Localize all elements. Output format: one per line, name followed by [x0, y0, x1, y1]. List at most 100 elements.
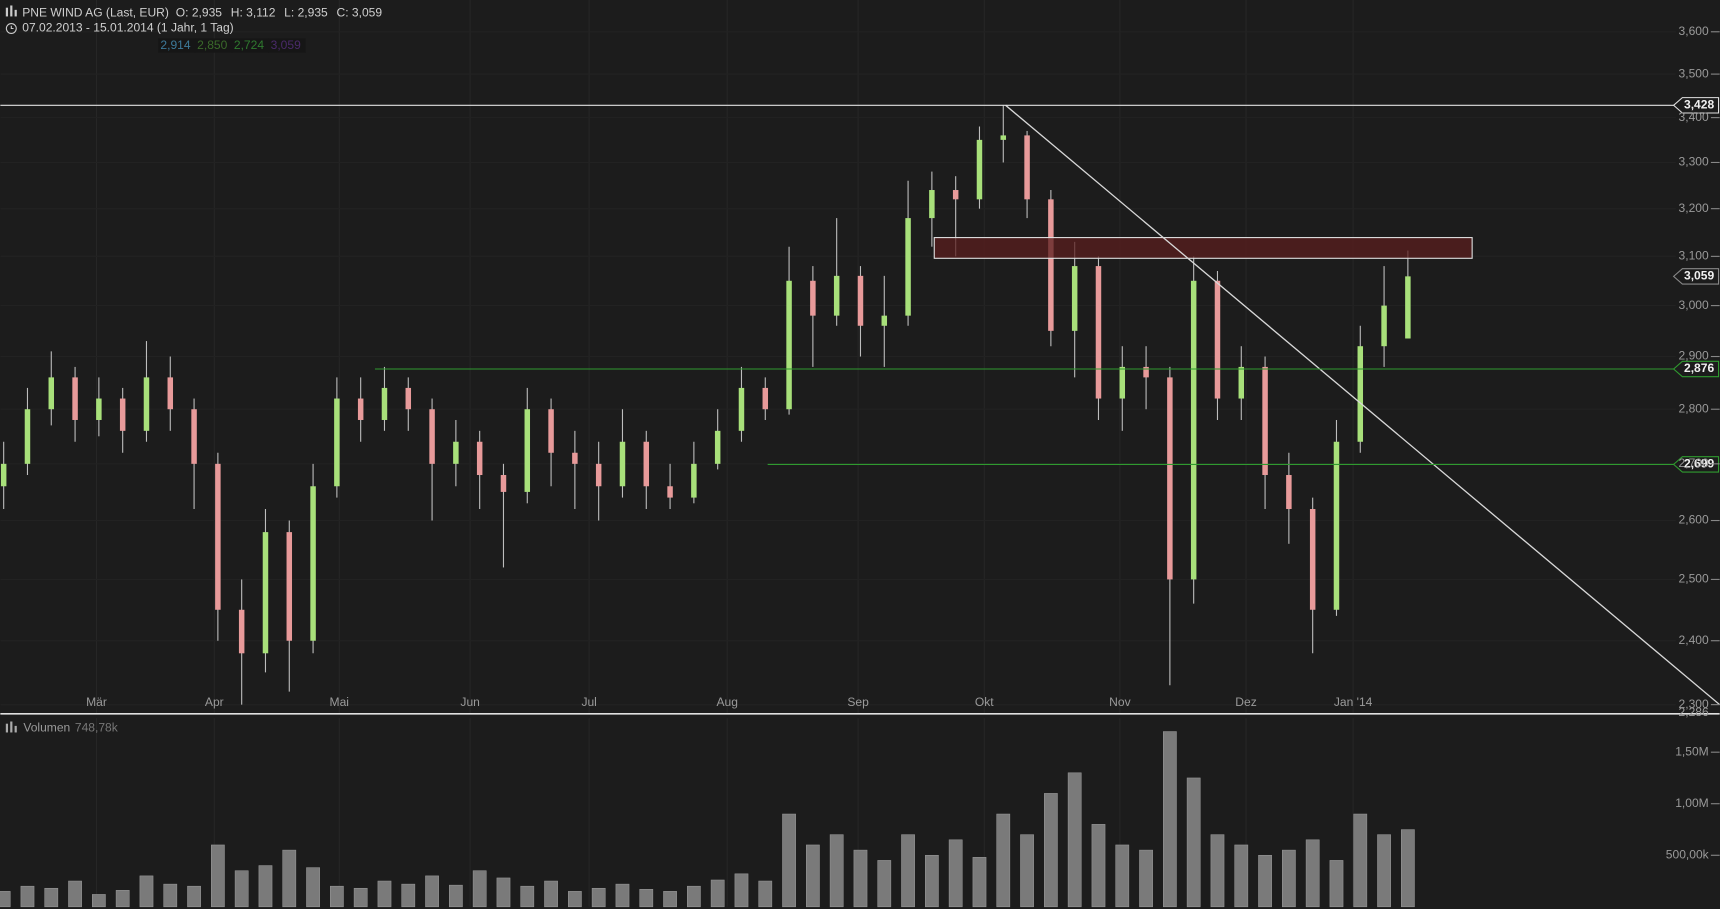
candle-body	[1309, 509, 1316, 610]
volume-bar	[139, 875, 154, 908]
candle-body	[24, 409, 31, 464]
candle-body	[572, 452, 578, 464]
volume-bar	[20, 885, 35, 908]
volume-bar	[401, 883, 416, 908]
candle-body	[405, 387, 412, 410]
volume-bar	[687, 885, 701, 908]
volume-bar	[377, 880, 392, 908]
y-tick-label: 2,900	[1679, 349, 1709, 363]
price-tag-label: 3,428	[1684, 97, 1714, 111]
candle-body	[1286, 475, 1292, 510]
volume-bar	[925, 854, 939, 908]
candle-body	[334, 398, 340, 487]
x-tick-label: Jun	[460, 695, 479, 709]
candle-body	[1333, 441, 1340, 610]
volume-label: Volumen	[23, 720, 70, 734]
volume-bar	[853, 849, 868, 908]
x-tick-label: Mär	[86, 695, 107, 709]
volume-bar	[1115, 844, 1130, 908]
y-tick-label: 3,100	[1679, 249, 1709, 263]
x-tick-label: Nov	[1109, 695, 1130, 709]
candle-body	[381, 387, 388, 420]
header-icons	[5, 5, 17, 733]
volume-bar	[1329, 860, 1344, 908]
volume-bar	[1210, 834, 1225, 908]
candle-body	[1119, 366, 1126, 399]
volume-bar	[1282, 849, 1296, 908]
candle-body	[1238, 366, 1245, 399]
candle-body	[857, 275, 864, 326]
chart-subtitle: 07.02.2013 - 15.01.2014 (1 Jahr, 1 Tag)	[22, 21, 233, 35]
y-tick-label: 2,800	[1679, 401, 1709, 415]
indicator-swatch	[194, 38, 233, 53]
x-tick-label: Jan '14	[1334, 695, 1373, 709]
y-tick-label: 2,700	[1679, 456, 1709, 470]
candle-body	[500, 475, 507, 492]
candle-body	[595, 463, 602, 487]
trendline	[1005, 104, 1720, 706]
candle-body	[143, 377, 150, 431]
candle-body	[0, 463, 7, 487]
quote-value: L: 2,935	[284, 5, 328, 19]
volume-bar	[806, 844, 820, 908]
volume-bar	[1258, 854, 1272, 908]
volume-bar	[734, 873, 749, 908]
candle-body	[429, 409, 435, 464]
candle-body	[905, 218, 911, 316]
indicator-swatch	[231, 38, 269, 53]
volume-bar	[520, 885, 535, 908]
volume-bar	[92, 894, 106, 908]
volume-bar	[1091, 824, 1106, 908]
volume-bar	[948, 839, 963, 908]
y-tick-label: 2,300	[1679, 697, 1709, 711]
grid	[0, 0, 1675, 907]
y-tick-label: 2,500	[1679, 572, 1709, 586]
price-tag	[1672, 456, 1720, 473]
candle-body	[453, 441, 459, 464]
indicator-swatch	[158, 38, 196, 53]
volume-bar	[68, 880, 82, 908]
candle-body	[1405, 276, 1411, 339]
volume-bar	[1067, 772, 1082, 908]
candle-body	[1214, 280, 1221, 399]
candle-body	[167, 377, 174, 410]
candle-body	[476, 441, 483, 476]
volume-bar	[710, 879, 725, 908]
candle-body	[691, 463, 697, 498]
volume-bar	[163, 883, 178, 908]
candle-body	[833, 275, 840, 316]
y-tick-label: 2,600	[1679, 513, 1709, 527]
indicator-value: 3,059	[271, 38, 301, 52]
volume-bar	[496, 877, 511, 908]
volume-bar	[449, 884, 463, 908]
volume-bar	[234, 870, 249, 908]
candle-body	[643, 441, 650, 487]
x-tick-label: Okt	[975, 695, 994, 709]
price-tag-label: 2,876	[1684, 361, 1714, 375]
volume-bar	[472, 870, 487, 908]
volume-bar	[1401, 829, 1415, 908]
quote-value: C: 3,059	[337, 5, 383, 19]
volume-bar	[1353, 813, 1368, 908]
candle-body	[1048, 199, 1054, 331]
y-tick-label: 3,600	[1679, 24, 1709, 38]
overlay: 3,428 2,876 2,699 3,059	[0, 97, 1720, 706]
volume-bar	[639, 889, 654, 908]
candle-body	[1143, 366, 1149, 378]
volume-bar	[1020, 834, 1034, 908]
resistance-zone	[933, 237, 1473, 259]
candle-body	[215, 463, 221, 610]
indicator-value: 2,724	[234, 38, 264, 52]
candle-body	[357, 398, 364, 420]
price-tag-label: 3,059	[1684, 269, 1714, 283]
volume-last: 748,78k	[75, 720, 119, 734]
x-tick-label: Apr	[205, 695, 224, 709]
y-tick-label: 1,50M	[1675, 744, 1708, 758]
candle-body	[952, 190, 959, 200]
candle-body	[1024, 135, 1030, 200]
volume-bar	[1139, 849, 1153, 908]
candle-body	[1071, 266, 1078, 331]
